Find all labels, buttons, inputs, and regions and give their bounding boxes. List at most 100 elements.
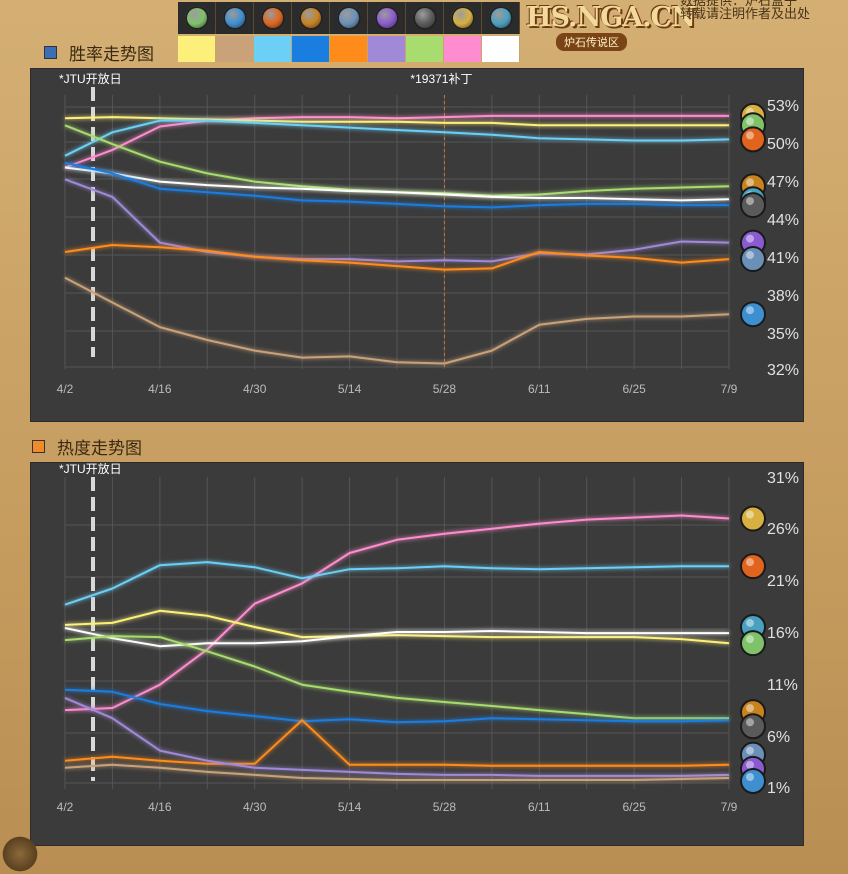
series-line [64, 688, 730, 724]
legend-color-row [178, 36, 520, 62]
series-line [64, 561, 729, 606]
winrate-title-marker [44, 46, 57, 59]
x-tick-label: 6/11 [528, 382, 551, 396]
icon-highlight [746, 635, 754, 644]
x-tick-label: 6/25 [622, 800, 646, 814]
y-tick-label: 1% [767, 780, 790, 797]
priest-icon [330, 2, 368, 34]
series-line [64, 276, 730, 365]
rogue-icon [368, 2, 406, 34]
icon-highlight [746, 704, 754, 713]
legend-orb [450, 6, 475, 30]
x-tick-label: 4/16 [148, 800, 172, 814]
legend-swatch [292, 36, 330, 62]
legend-orb [184, 6, 209, 30]
legend-orb [222, 6, 247, 30]
icon-highlight [746, 306, 754, 315]
warlock-icon [444, 2, 482, 34]
legend-orb [298, 6, 323, 30]
priest-icon [740, 246, 766, 273]
legend-icon-row [178, 2, 520, 34]
x-tick-label: 4/2 [57, 382, 74, 396]
druid-icon [178, 2, 216, 34]
legend-orb [374, 6, 399, 30]
icon-orb [740, 246, 766, 273]
icon-orb [740, 126, 766, 153]
series-line [64, 635, 729, 720]
legend-orb [412, 6, 437, 30]
hunter-icon [740, 301, 766, 328]
annotation-label: *19371补丁 [410, 72, 472, 86]
warlock-icon [740, 505, 766, 532]
y-tick-label: 47% [767, 174, 799, 191]
y-tick-label: 53% [767, 98, 799, 115]
x-tick-label: 6/25 [622, 382, 646, 396]
warrior-icon [482, 2, 520, 34]
legend-swatch [406, 36, 444, 62]
paladin-icon [292, 2, 330, 34]
icon-highlight [746, 718, 754, 727]
y-tick-label: 16% [767, 625, 799, 642]
icon-highlight [746, 618, 754, 627]
icon-orb [740, 713, 766, 740]
shaman-icon [740, 713, 766, 740]
legend-swatch [368, 36, 406, 62]
icon-orb [740, 301, 766, 328]
series-line [64, 116, 729, 127]
hunter-icon [216, 2, 254, 34]
druid-icon [740, 630, 766, 657]
annotation-label: *JTU开放日 [59, 71, 122, 86]
y-tick-label: 35% [767, 326, 799, 343]
y-tick-label: 6% [767, 729, 790, 746]
mage-icon [254, 2, 292, 34]
site-logo: HS.NGA.CN 炉石传说区 [526, 2, 696, 54]
icon-highlight [746, 251, 754, 260]
icon-orb [740, 768, 766, 794]
mage-icon [740, 553, 766, 580]
icon-highlight [746, 117, 754, 126]
series-line [64, 609, 730, 645]
x-tick-label: 5/14 [338, 800, 362, 814]
attribution-line-2: 转载请注明作者及出处 [680, 6, 811, 21]
winrate-chart-svg: *JTU开放日 *19371补丁 4/2 4/16 4/30 5/14 5/28 6/11 6/… [57, 71, 799, 396]
series-line [64, 763, 730, 781]
legend-swatch [216, 36, 254, 62]
series-line [64, 161, 729, 209]
icon-highlight [746, 773, 754, 781]
x-tick-label: 5/14 [338, 382, 362, 396]
icon-highlight [746, 178, 754, 187]
frame-corner-ornament [0, 834, 40, 874]
shaman-icon [740, 192, 766, 219]
logo-text: HS.NGA.CN [526, 2, 696, 33]
winrate-section-title: 胜率走势图 [44, 40, 154, 65]
grid [64, 477, 730, 789]
class-legend [178, 2, 520, 64]
series-line [64, 514, 730, 712]
series-line [64, 166, 730, 202]
x-tick-label: 4/30 [243, 382, 267, 396]
legend-swatch [330, 36, 368, 62]
icon-orb [740, 553, 766, 580]
y-tick-label: 26% [767, 521, 799, 538]
popularity-chart-svg: *JTU开放日 4/2 4/16 4/30 5/14 5/28 6/11 6/25 7/9 31%… [57, 463, 799, 814]
y-tick-label: 38% [767, 288, 799, 305]
icon-highlight [746, 558, 754, 567]
x-tick-label: 6/11 [528, 800, 551, 814]
icon-highlight [746, 510, 754, 519]
icon-highlight [746, 760, 754, 769]
icon-highlight [746, 234, 754, 243]
x-tick-label: 5/28 [433, 800, 457, 814]
annotation-label: *JTU开放日 [59, 463, 122, 476]
x-tick-label: 5/28 [433, 382, 457, 396]
legend-swatch [254, 36, 292, 62]
shaman-icon [406, 2, 444, 34]
icon-highlight [746, 197, 754, 206]
icon-orb [740, 505, 766, 532]
legend-swatch [444, 36, 482, 62]
series-line [64, 114, 729, 169]
legend-swatch [482, 36, 520, 62]
x-tick-label: 4/2 [57, 800, 74, 814]
popularity-title-text: 热度走势图 [57, 439, 142, 458]
popularity-title-marker [32, 440, 45, 453]
y-tick-label: 21% [767, 573, 799, 590]
